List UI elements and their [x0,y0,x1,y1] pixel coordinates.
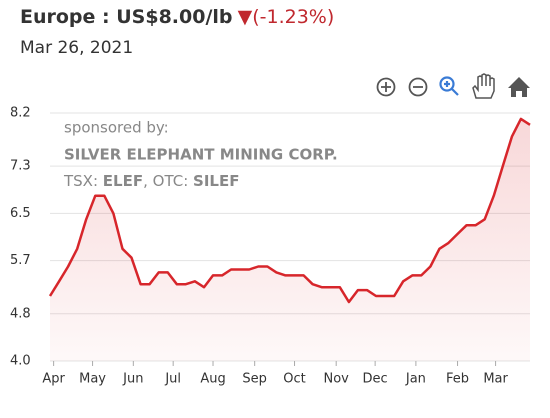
y-tick-label: 4.0 [10,354,31,369]
toolbar [376,73,530,99]
y-tick-label: 6.5 [10,206,31,221]
home-button[interactable] [508,77,530,97]
x-tick-label: Dec [363,372,388,387]
y-tick-label: 8.2 [10,106,31,121]
x-tick-label: Jun [122,372,143,387]
x-tick-label: Oct [283,372,305,387]
x-tick-label: Jul [164,372,181,387]
change: ▼(-1.23%) [238,6,335,28]
x-tick-label: Aug [200,372,225,387]
y-tick-label: 5.7 [10,253,31,268]
zoom-select-button[interactable] [439,76,459,96]
sponsor-tickers: TSX: ELEF, OTC: SILEF [63,172,239,190]
x-tick-label: Feb [446,372,469,387]
area [50,118,530,362]
ticker-text: TSX: [63,172,103,190]
sponsor: sponsored by: SILVER ELEPHANT MINING COR… [63,119,338,190]
x-tick-label: Nov [324,372,350,387]
y-tick-label: 4.8 [10,306,31,321]
title: Europe : US$8.00/lb [20,6,233,28]
zoom-in-button[interactable] [376,77,396,97]
pan-button[interactable] [472,73,495,99]
y-tick-label: 7.3 [10,159,31,174]
x-tick-label: Mar [483,372,508,387]
ticker-symbol: SILEF [193,172,239,190]
change-marker: ▼ [237,6,253,28]
x-tick-label: Sep [242,372,267,387]
sponsor-label: sponsored by: [64,119,169,137]
sponsor-company: SILVER ELEPHANT MINING CORP. [64,146,338,164]
header: Europe : US$8.00/lb ▼(-1.23%) [20,6,334,28]
change-value: (-1.23%) [252,6,335,28]
x-tick-label: May [79,372,106,387]
ticker-text: , OTC: [143,172,193,190]
x-tick-label: Jan [405,372,426,387]
ticker-symbol: ELEF [103,172,143,190]
plot-area: 4.0 4.8 5.7 6.5 7.3 8.2 Apr May Jun Jul Aug Sep Oct N… [10,106,531,387]
subtitle: Mar 26, 2021 [20,38,134,58]
zoom-out-button[interactable] [408,77,428,97]
line [48,117,531,304]
x-tick-label: Apr [42,372,65,387]
